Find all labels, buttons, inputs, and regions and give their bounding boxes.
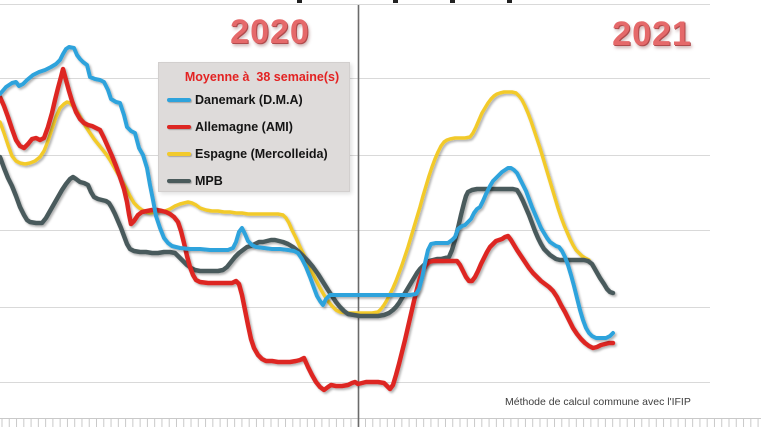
legend-title: Moyenne à 38 semaine(s) <box>184 70 340 84</box>
legend-line-swatch <box>167 97 191 102</box>
cropped-title-fragment <box>450 0 455 3</box>
series-line-danemark-d-m-a <box>0 45 615 340</box>
legend-item-label: Danemark (D.M.A) <box>195 92 303 107</box>
series-line-espagne-mercolleida <box>0 90 591 315</box>
cropped-title-fragment <box>507 0 512 3</box>
cropped-title-fragment <box>297 0 302 3</box>
legend-item: Allemagne (AMI) <box>159 117 349 136</box>
legend-item: Danemark (D.M.A) <box>159 90 349 109</box>
series-line-mpb <box>0 154 616 319</box>
legend-item-label: Espagne (Mercolleida) <box>195 146 328 161</box>
legend-item: MPB <box>159 171 349 190</box>
footnote: Méthode de calcul commune avec l'IFIP <box>505 396 691 408</box>
series-line-allemagne-ami <box>0 66 616 393</box>
year-label-2020: 2020 <box>230 13 310 51</box>
year-label-2021: 2021 <box>612 15 692 53</box>
cropped-title-fragment <box>393 0 398 3</box>
legend-item-label: Allemagne (AMI) <box>195 119 293 134</box>
legend: Moyenne à 38 semaine(s) Danemark (D.M.A)… <box>158 62 350 192</box>
legend-item-label: MPB <box>195 173 223 188</box>
legend-line-swatch <box>167 151 191 156</box>
legend-items: Danemark (D.M.A) Allemagne (AMI) Espagne (… <box>159 90 349 190</box>
legend-line-swatch <box>167 178 191 183</box>
legend-line-swatch <box>167 124 191 129</box>
legend-item: Espagne (Mercolleida) <box>159 144 349 163</box>
